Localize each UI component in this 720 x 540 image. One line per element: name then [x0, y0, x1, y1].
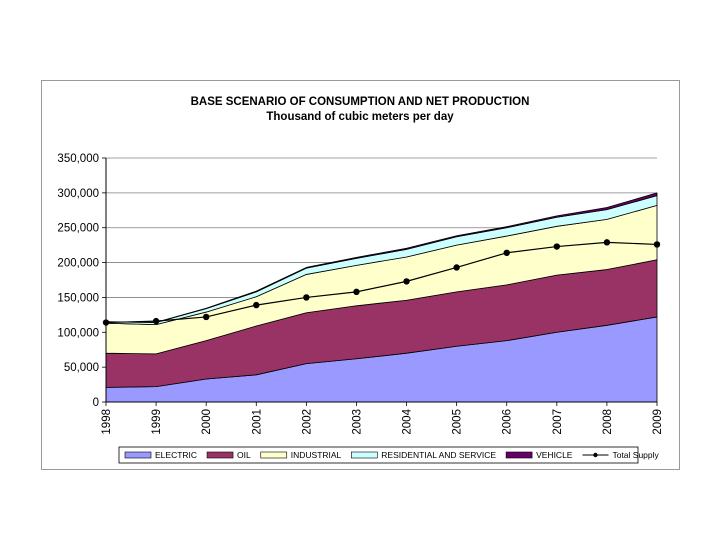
total-supply-point [353, 288, 360, 296]
legend-swatch-electric [124, 451, 152, 459]
x-tick-label: 2008 [602, 409, 614, 435]
total-supply-line [105, 241, 658, 324]
x-tick-label: 2001 [251, 409, 263, 435]
area-vehicle [105, 192, 658, 323]
x-tick-label: 2007 [552, 409, 564, 435]
x-tick-label: 2000 [201, 409, 213, 435]
total-supply-point [503, 249, 510, 257]
total-supply-point [403, 278, 410, 285]
legend-label-total-supply: Total Supply [612, 450, 659, 460]
y-tick-label: 150,000 [57, 292, 99, 304]
total-supply-point [653, 241, 661, 248]
legend-swatch-residential-and-service [350, 451, 378, 459]
total-supply-point [152, 317, 160, 325]
x-tick-label: 2005 [452, 409, 464, 435]
total-supply-point [303, 294, 310, 301]
x-tick-label: 2003 [351, 409, 363, 435]
chart: BASE SCENARIO OF CONSUMPTION AND NET PRO… [57, 96, 664, 464]
axis-layer: 0 50,000 100,000 150,000 200,000 250,000 300,0… [57, 153, 664, 435]
y-tick-label: 300,000 [57, 188, 99, 200]
legend-swatch-vehicle [505, 451, 533, 459]
legend: ELECTRIC OIL INDUSTRIAL RESIDENTIAL AND SER… [118, 446, 660, 464]
legend-label-industrial: INDUSTRIAL [291, 450, 342, 460]
legend-swatch-oil [206, 451, 234, 459]
x-tick-label: 2004 [402, 408, 414, 434]
total-supply-point [202, 313, 210, 321]
total-supply-point [453, 264, 460, 271]
x-tick-label: 1999 [151, 409, 163, 435]
total-supply-point [253, 301, 260, 309]
y-tick-label: 50,000 [64, 362, 99, 374]
y-tick-label: 250,000 [57, 223, 99, 235]
legend-label-residential-and-service: RESIDENTIAL AND SERVICE [381, 450, 496, 460]
total-supply-point [553, 243, 561, 250]
x-tick-label: 1998 [101, 409, 113, 435]
legend-marker-total-supply [593, 452, 598, 458]
legend-label-electric: ELECTRIC [155, 450, 197, 460]
chart-title: BASE SCENARIO OF CONSUMPTION AND NET PRO… [191, 96, 530, 108]
legend-label-oil: OIL [237, 450, 251, 460]
total-supply-point [603, 239, 611, 246]
chart-frame: BASE SCENARIO OF CONSUMPTION AND NET PRO… [41, 80, 680, 470]
total-supply-line-layer [102, 239, 661, 326]
y-tick-label: 0 [93, 397, 99, 409]
x-tick-label: 2009 [652, 409, 664, 435]
y-tick-label: 100,000 [57, 327, 99, 339]
area-layer [105, 192, 658, 403]
chart-subtitle: Thousand of cubic meters per day [266, 111, 454, 123]
y-tick-label: 350,000 [57, 153, 99, 165]
legend-box [118, 446, 639, 464]
legend-label-vehicle: VEHICLE [536, 450, 573, 460]
y-tick-label: 200,000 [57, 258, 99, 270]
x-tick-label: 2002 [301, 409, 313, 435]
legend-swatch-industrial [260, 451, 288, 459]
x-tick-label: 2006 [502, 409, 514, 435]
